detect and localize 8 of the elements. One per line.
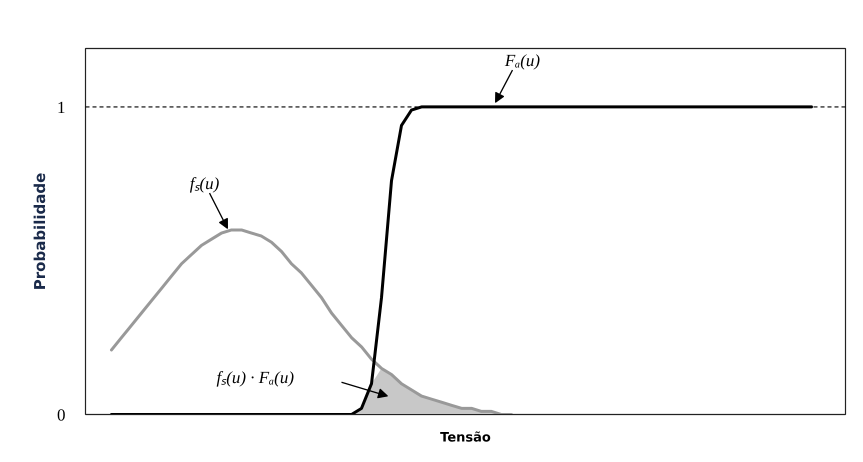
annotation: fₛ(u) · Fₐ(u) xyxy=(216,368,294,387)
y-tick-label: 1 xyxy=(57,98,66,117)
y-tick-label: 0 xyxy=(57,406,66,424)
y-axis-title: Probabilidade xyxy=(31,172,49,290)
annotation: fₛ(u) xyxy=(190,174,220,194)
x-axis-title: Tensão xyxy=(440,430,491,446)
annotation: Fₐ(u) xyxy=(504,51,540,70)
line-series xyxy=(110,228,513,414)
